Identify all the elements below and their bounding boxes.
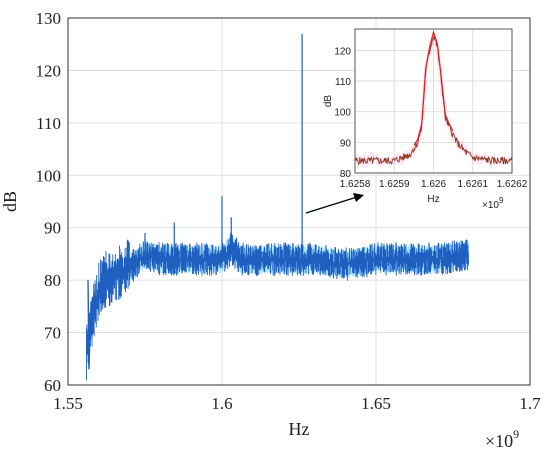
inset-y-tick-label: 100 xyxy=(334,108,351,119)
main-x-tick-label: 1.65 xyxy=(361,394,391,413)
main-x-tick-label: 1.55 xyxy=(53,394,83,413)
inset-y-tick-label: 90 xyxy=(340,138,352,149)
main-y-tick-label: 70 xyxy=(44,324,61,343)
inset-y-tick-label: 110 xyxy=(335,77,351,88)
main-y-tick-label: 100 xyxy=(36,166,62,185)
main-y-tick-label: 120 xyxy=(36,61,62,80)
main-x-axis-label: Hz xyxy=(289,419,310,439)
main-y-tick-label: 80 xyxy=(44,271,61,290)
inset-x-tick-label: 1.6262 xyxy=(497,179,528,190)
inset-x-exponent-power: 9 xyxy=(499,196,504,205)
inset-y-tick-label: 120 xyxy=(334,46,351,57)
zoom-arrow-head xyxy=(353,193,364,202)
inset-x-exponent: ×109 xyxy=(482,196,504,211)
main-data-marks xyxy=(85,33,469,381)
main-y-tick-label: 130 xyxy=(36,9,62,28)
inset-chart: 1.6258 1.6259 1.626 1.6261 1.6262 80 90 100 110 1… xyxy=(323,28,528,211)
main-series-dip xyxy=(87,280,92,370)
zoom-arrow xyxy=(305,193,364,214)
inset-x-axis-label: Hz xyxy=(427,194,439,205)
inset-y-axis-label: dB xyxy=(323,95,334,108)
inset-plot-frame xyxy=(354,28,513,174)
main-x-tick-label: 1.7 xyxy=(519,394,541,413)
main-y-axis-label: dB xyxy=(0,191,20,212)
main-series-line xyxy=(86,232,469,381)
main-x-exponent-base: ×10 xyxy=(485,431,513,451)
main-x-tick-label: 1.6 xyxy=(211,394,232,413)
main-y-tick-label: 90 xyxy=(44,219,61,238)
inset-x-exponent-base: ×10 xyxy=(482,200,499,211)
inset-series-line xyxy=(354,35,513,166)
main-x-exponent: ×109 xyxy=(485,427,519,451)
main-y-tick-label: 110 xyxy=(36,114,61,133)
inset-x-tick-label: 1.6261 xyxy=(457,179,488,190)
main-y-tick-label: 60 xyxy=(44,376,61,395)
inset-x-tick-label: 1.626 xyxy=(421,179,446,190)
main-tick-labels: 1.55 1.6 1.65 1.7 60 70 80 90 100 110 120 130 xyxy=(36,9,542,413)
main-chart: 1.55 1.6 1.65 1.7 60 70 80 90 100 110 120 130 Hz dB… xyxy=(0,9,541,451)
inset-tick-labels: 1.6258 1.6259 1.626 1.6261 1.6262 80 90 100 110 1… xyxy=(334,46,527,190)
zoom-arrow-line xyxy=(305,196,358,214)
main-x-exponent-power: 9 xyxy=(513,427,519,441)
inset-x-tick-label: 1.6258 xyxy=(340,179,371,190)
inset-x-tick-label: 1.6259 xyxy=(379,179,410,190)
main-plot-frame xyxy=(67,17,531,386)
inset-data-marks xyxy=(353,29,514,171)
inset-y-tick-label: 80 xyxy=(340,169,352,180)
inset-peak-line xyxy=(413,29,454,146)
